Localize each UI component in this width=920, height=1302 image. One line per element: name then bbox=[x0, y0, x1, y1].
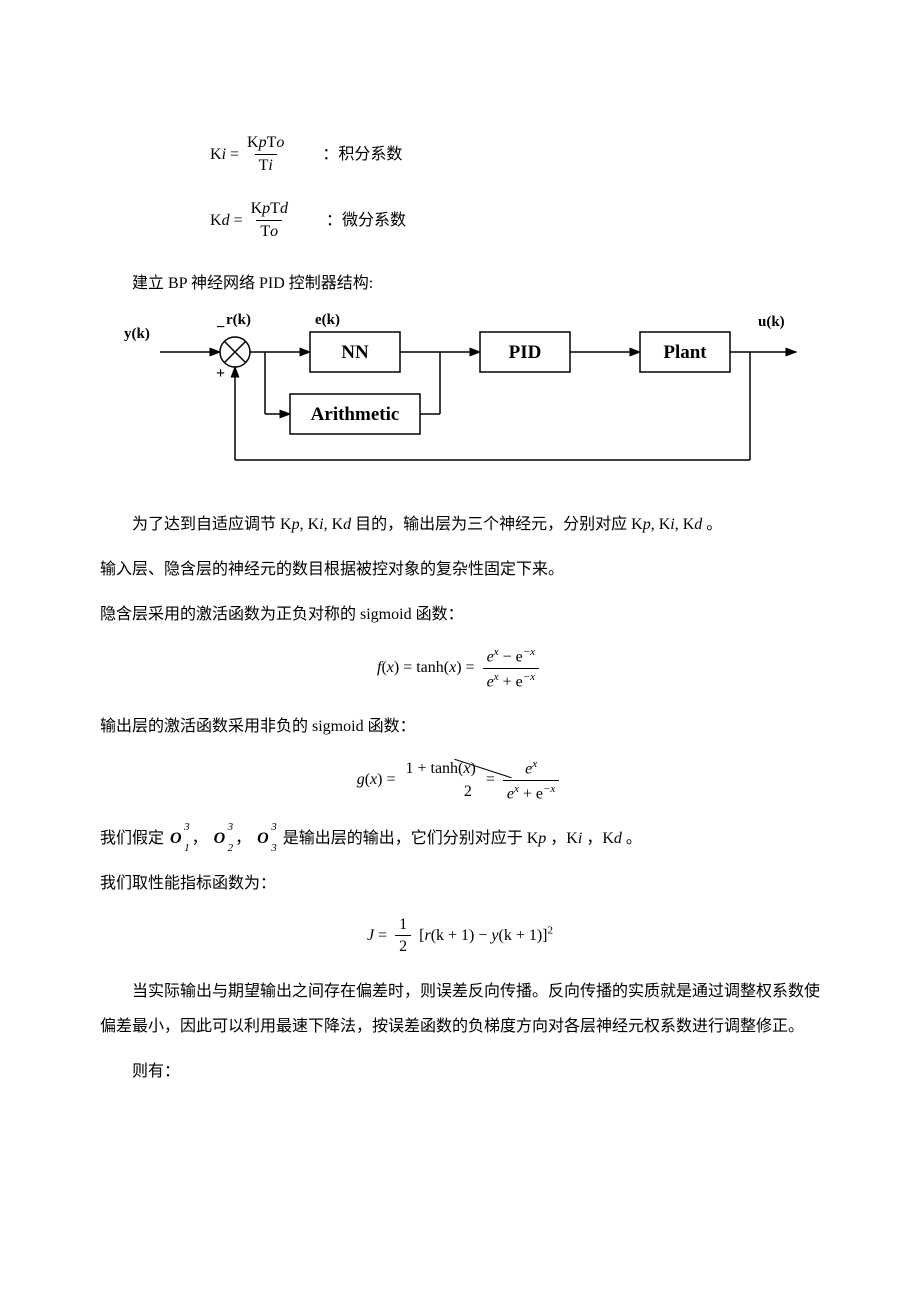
eq1-lhs: Ki = bbox=[210, 137, 239, 172]
paragraph-outputs: 我们假定 O31 ， O32 ， O33 是输出层的输出，它们分别对应于 Kp … bbox=[100, 821, 820, 856]
paragraph-layers: 输入层、隐含层的神经元的数目根据被控对象的复杂性固定下来。 bbox=[100, 552, 820, 587]
diagram-svg: NN Arithmetic PID Plant y(k) r(k) e(k) u(k) − + bbox=[120, 312, 800, 472]
paragraph-output-layer: 为了达到自适应调节 Kp, Ki, Kd 目的，输出层为三个神经元，分别对应 K… bbox=[100, 507, 820, 542]
eq2-fraction: KpTd To bbox=[247, 200, 292, 240]
bp-pid-block-diagram: NN Arithmetic PID Plant y(k) r(k) e(k) u(k) − + bbox=[120, 312, 800, 485]
svg-text:NN: NN bbox=[341, 342, 369, 363]
svg-text:r(k): r(k) bbox=[226, 312, 251, 328]
svg-text:Arithmetic: Arithmetic bbox=[311, 404, 400, 425]
svg-text:+: + bbox=[216, 365, 225, 382]
eq2-lhs: Kd = bbox=[210, 203, 243, 238]
svg-text:u(k): u(k) bbox=[758, 314, 785, 330]
paragraph-backprop: 当实际输出与期望输出之间存在偏差时，则误差反向传播。反向传播的实质就是通过调整权… bbox=[100, 974, 820, 1044]
equation-gx: g(x) = 1 + tanh(x) 2 = ex ex + e−x bbox=[100, 758, 820, 803]
svg-text:PID: PID bbox=[509, 342, 542, 363]
o1: O31 bbox=[170, 821, 182, 856]
eq2-note: ：微分系数 bbox=[326, 203, 406, 238]
paragraph-perf-index: 我们取性能指标函数为： bbox=[100, 866, 820, 901]
svg-text:e(k): e(k) bbox=[315, 312, 340, 328]
o2: O32 bbox=[214, 821, 226, 856]
svg-text:Plant: Plant bbox=[663, 342, 707, 363]
page: Ki = KpTo Ti ：积分系数 Kd = KpTd To ：微分系数 建立… bbox=[0, 0, 920, 1159]
equation-ki: Ki = KpTo Ti ：积分系数 bbox=[100, 134, 820, 174]
eq1-note: ：积分系数 bbox=[322, 137, 402, 172]
paragraph-intro: 建立 BP 神经网络 PID 控制器结构: bbox=[100, 266, 820, 301]
svg-text:y(k): y(k) bbox=[124, 326, 150, 342]
paragraph-then: 则有： bbox=[100, 1054, 820, 1089]
o3: O33 bbox=[257, 821, 269, 856]
equation-j: J = 12 [r(k + 1) − y(k + 1)]2 bbox=[100, 916, 820, 956]
eq1-fraction: KpTo Ti bbox=[243, 134, 288, 174]
svg-text:−: − bbox=[216, 319, 225, 336]
equation-kd: Kd = KpTd To ：微分系数 bbox=[100, 200, 820, 240]
paragraph-output-activation: 输出层的激活函数采用非负的 sigmoid 函数： bbox=[100, 709, 820, 744]
paragraph-hidden-activation: 隐含层采用的激活函数为正负对称的 sigmoid 函数： bbox=[100, 597, 820, 632]
equation-tanh: f(x) = tanh(x) = ex − e−x ex + e−x bbox=[100, 646, 820, 691]
